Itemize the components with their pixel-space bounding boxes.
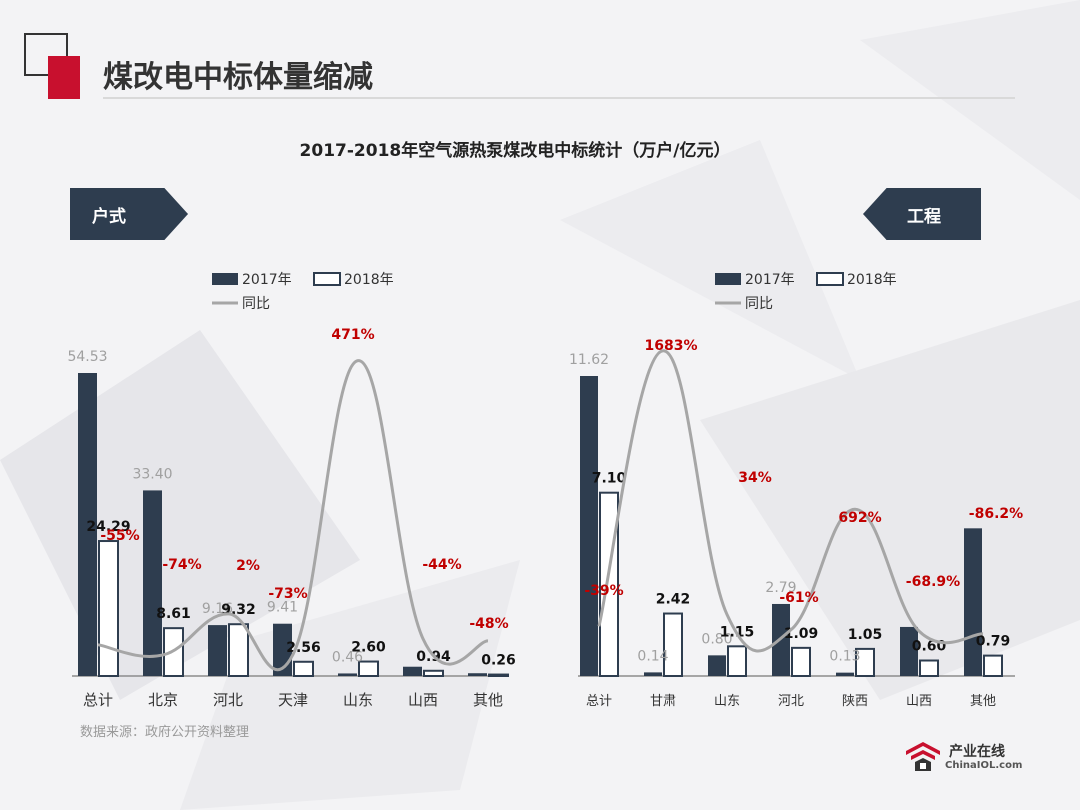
legend-label-2017: 2017年 xyxy=(242,272,292,288)
category-label: 其他 xyxy=(970,694,996,709)
value-label-2018: 0.26 xyxy=(481,653,516,669)
legend-label-2018: 2018年 xyxy=(344,272,394,288)
legend-swatch-2017 xyxy=(715,273,741,285)
bar-2018 xyxy=(727,645,747,678)
bar-2018 xyxy=(423,669,444,677)
panel-tag-household: 户式 xyxy=(70,188,188,240)
bar-2017 xyxy=(338,673,357,676)
category-label: 山东 xyxy=(714,694,740,709)
category-label: 河北 xyxy=(213,691,243,709)
bar-2017 xyxy=(836,672,854,676)
category-label: 山东 xyxy=(343,691,373,709)
title-decoration-outline xyxy=(24,33,68,76)
value-label-2018: 2.42 xyxy=(656,592,691,608)
value-label-2017: 11.62 xyxy=(569,352,609,368)
category-label: 河北 xyxy=(778,694,804,709)
value-label-2018: 0.60 xyxy=(912,639,947,655)
bar-2018 xyxy=(228,623,249,677)
legend-label-2018: 2018年 xyxy=(847,272,897,288)
yoy-label: -74% xyxy=(162,557,201,573)
category-label: 天津 xyxy=(278,691,308,709)
yoy-label: -86.2% xyxy=(969,506,1023,522)
bar-2017 xyxy=(468,673,487,676)
yoy-label: -44% xyxy=(422,557,461,573)
category-label: 山西 xyxy=(906,694,932,709)
legend-swatch-2018 xyxy=(313,272,341,286)
page-title: 煤改电中标体量缩减 xyxy=(103,60,373,95)
bar-2018 xyxy=(488,673,509,678)
value-label-2017: 54.53 xyxy=(67,349,107,365)
yoy-label: -73% xyxy=(268,586,307,602)
bar-2017 xyxy=(208,625,227,676)
value-label-2018: 8.61 xyxy=(156,606,191,622)
legend-swatch-2018 xyxy=(816,272,844,286)
value-label-2018: 24.29 xyxy=(86,519,130,535)
panel-tag-project: 工程 xyxy=(863,188,981,240)
bar-2018 xyxy=(663,612,683,677)
bar-2017 xyxy=(644,672,662,676)
yoy-label: 1683% xyxy=(645,338,698,354)
bar-2017 xyxy=(900,626,918,676)
legend-label-yoy: 同比 xyxy=(745,296,773,312)
bar-2018 xyxy=(791,646,811,678)
category-label: 陕西 xyxy=(842,694,868,709)
logo-domain: ChinaIOL.com xyxy=(945,760,1023,771)
yoy-label: 471% xyxy=(331,327,374,343)
yoy-label: 34% xyxy=(738,470,772,486)
legend-swatch-2017 xyxy=(212,273,238,285)
category-label: 甘肃 xyxy=(650,694,676,709)
category-label: 总计 xyxy=(83,691,113,709)
category-label: 北京 xyxy=(148,691,178,709)
yoy-label: -48% xyxy=(469,616,508,632)
value-label-2018: 1.05 xyxy=(848,627,883,643)
title-decoration-red-block xyxy=(48,56,80,99)
logo-mark-icon xyxy=(906,742,940,771)
chart-title: 2017-2018年空气源热泵煤改电中标统计（万户/亿元） xyxy=(299,141,731,161)
bar-2018 xyxy=(293,660,314,677)
bar-2018 xyxy=(855,647,875,677)
bar-2017 xyxy=(580,376,598,676)
value-label-2017: 2.79 xyxy=(765,580,796,596)
bar-2018 xyxy=(98,540,119,678)
value-label-2017: 33.40 xyxy=(132,466,172,482)
yoy-label: 2% xyxy=(236,558,260,574)
value-label-2017: 0.46 xyxy=(332,649,363,665)
value-label-2017: 0.13 xyxy=(829,649,860,665)
category-label: 其他 xyxy=(473,691,503,709)
value-label-2018: 7.10 xyxy=(592,471,627,487)
yoy-label: -55% xyxy=(100,528,139,544)
yoy-label: 692% xyxy=(838,510,881,526)
value-label-2017: 0.80 xyxy=(701,631,732,647)
data-source-note: 数据来源：政府公开资料整理 xyxy=(80,725,250,740)
value-label-2018: 1.09 xyxy=(784,626,819,642)
bar-2017 xyxy=(143,490,162,676)
bar-2018 xyxy=(358,660,379,678)
title-divider xyxy=(103,97,1015,99)
brand-logo: 产业在线 ChinaIOL.com xyxy=(905,738,1035,778)
bar-2017 xyxy=(403,666,422,676)
value-label-2017: 0.14 xyxy=(637,648,668,664)
yoy-label: -68.9% xyxy=(906,574,960,590)
legend-label-2017: 2017年 xyxy=(745,272,795,288)
bar-2018 xyxy=(919,659,939,677)
yoy-label: -39% xyxy=(584,583,623,599)
legend-label-yoy: 同比 xyxy=(242,296,270,312)
bar-2017 xyxy=(964,528,982,676)
yoy-line xyxy=(97,359,489,672)
category-label: 山西 xyxy=(408,691,438,709)
bar-2018 xyxy=(983,654,1003,677)
yoy-line xyxy=(597,349,984,653)
bar-2017 xyxy=(78,373,97,676)
value-label-2018: 0.79 xyxy=(976,634,1011,650)
bar-2017 xyxy=(708,655,726,676)
logo-name: 产业在线 xyxy=(949,744,1005,760)
category-label: 总计 xyxy=(586,694,612,709)
yoy-label: -61% xyxy=(779,590,818,606)
value-label-2017: 9.41 xyxy=(267,600,298,616)
value-label-2018: 2.60 xyxy=(351,640,386,656)
